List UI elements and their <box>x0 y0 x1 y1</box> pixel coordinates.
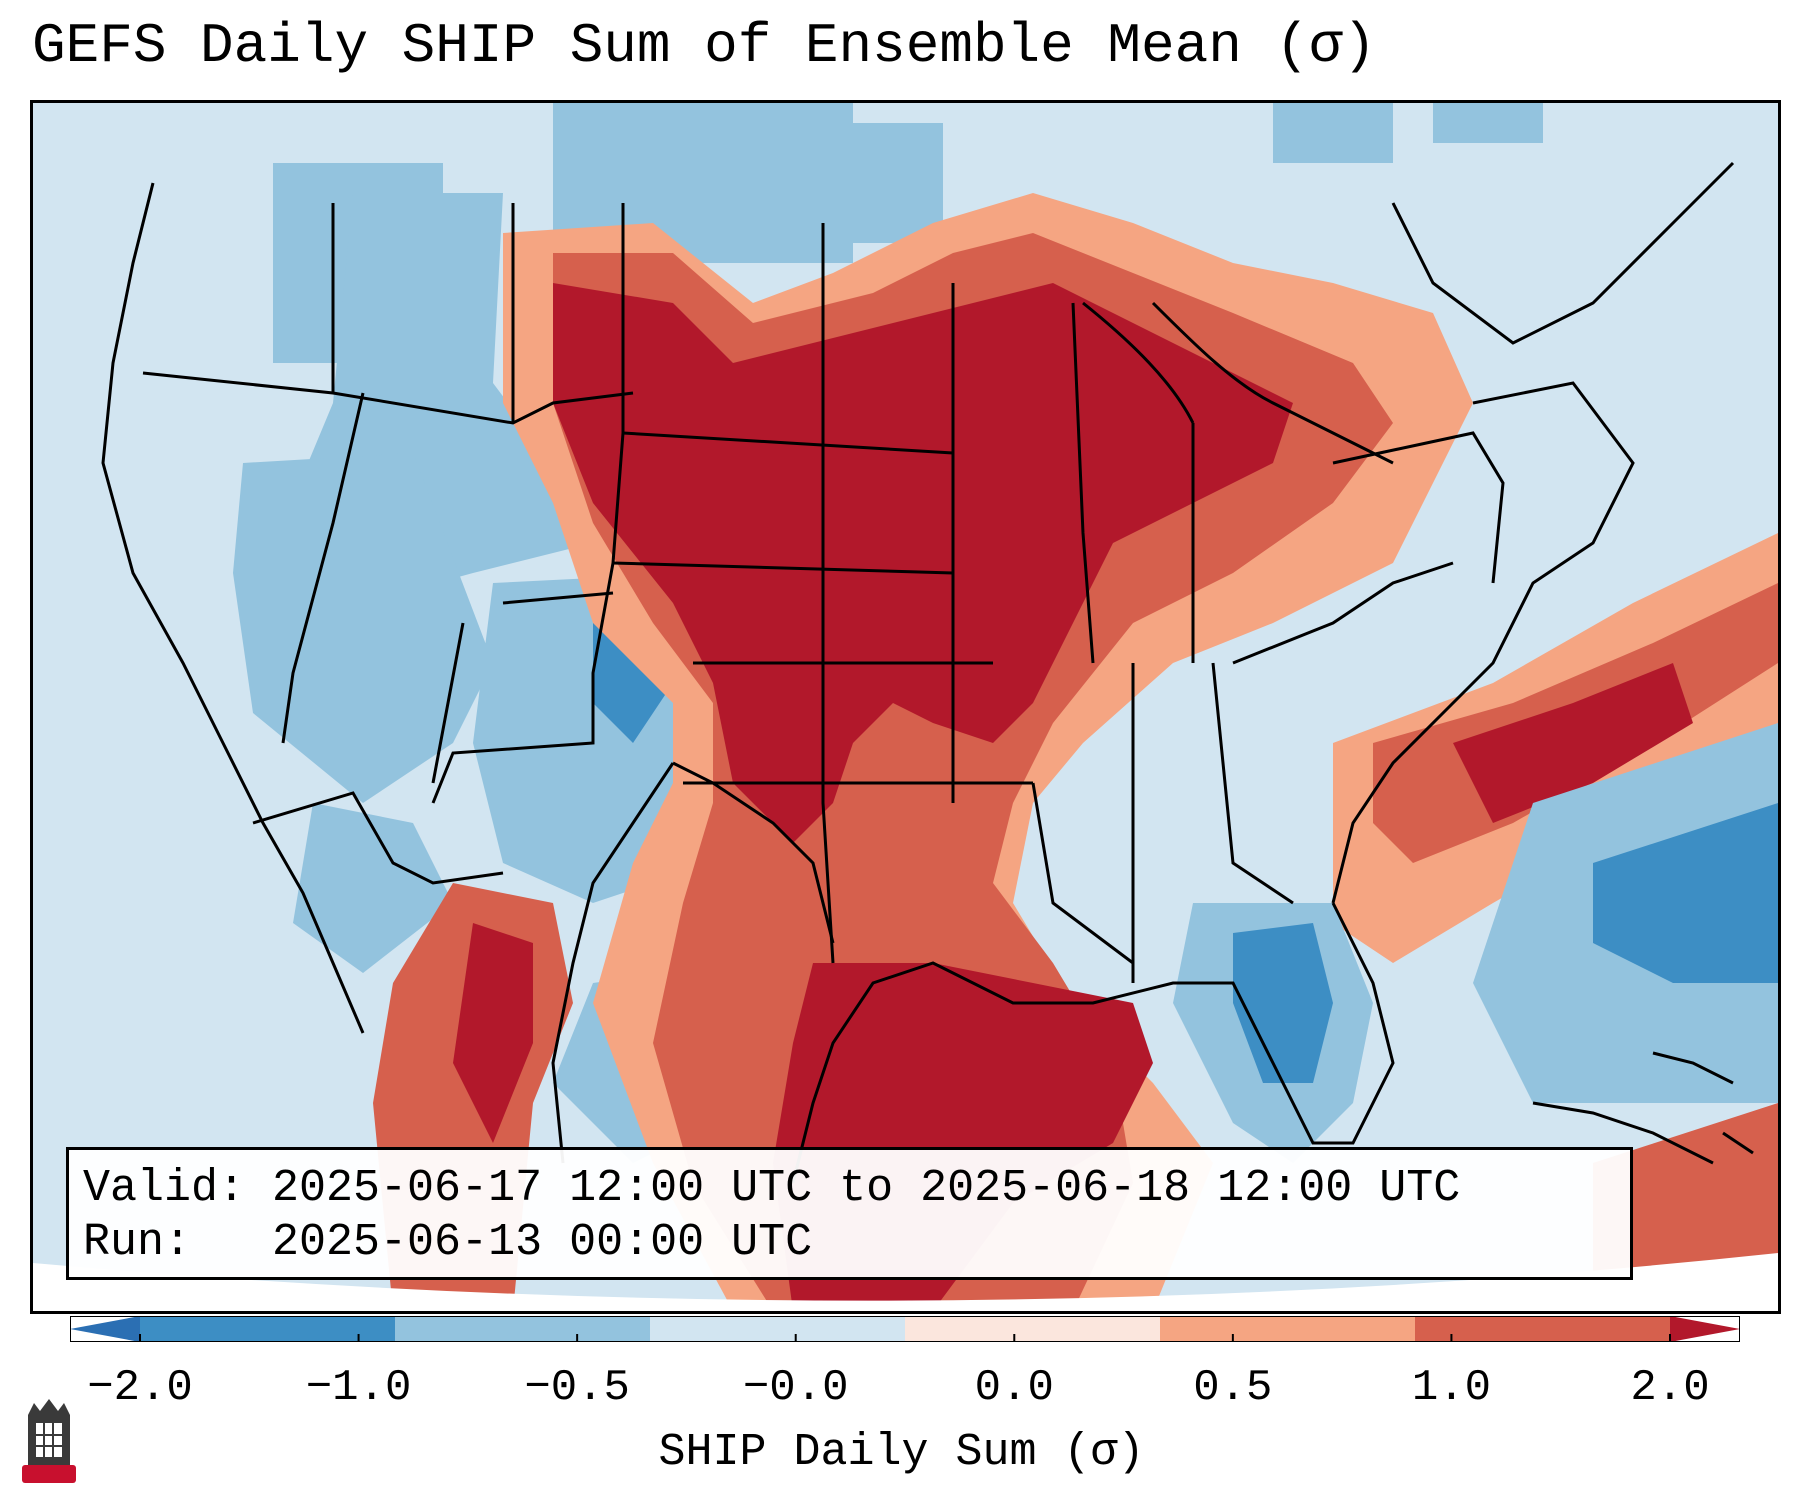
colorbar-tick-label: 0.5 <box>1193 1363 1273 1413</box>
colorbar-tick-label: −1.0 <box>305 1363 412 1413</box>
boundary-lines <box>101 161 1735 1184</box>
colorbar-tick-label: 2.0 <box>1630 1363 1710 1413</box>
colorbar-bin <box>650 1316 906 1342</box>
caribbean-islands <box>1532 1051 1754 1165</box>
map-title: GEFS Daily SHIP Sum of Ensemble Mean (σ) <box>32 14 1377 78</box>
colorbar-bin <box>1415 1316 1671 1342</box>
central-red-region <box>373 193 1473 1311</box>
colorbar-bin <box>395 1316 651 1342</box>
colorbar-ticks: −2.0 −1.0 −0.5 −0.0 0.0 0.5 1.0 2.0 <box>0 1366 1803 1426</box>
colorbar <box>70 1316 1740 1342</box>
atlantic-red-region <box>1333 533 1778 963</box>
colorbar-tick-label: −0.5 <box>524 1363 630 1413</box>
colorbar-bin <box>1160 1316 1416 1342</box>
colorbar-tick-label: 1.0 <box>1411 1363 1492 1413</box>
niu-logo-icon <box>22 1399 76 1483</box>
colorbar-label: SHIP Daily Sum (σ) <box>658 1427 1145 1478</box>
colorbar-extend-low <box>70 1316 140 1342</box>
canada-region <box>273 103 1543 363</box>
colorbar-bin <box>140 1316 396 1342</box>
valid-time-text: Valid: 2025-06-17 12:00 UTC to 2025-06-1… <box>83 1163 1461 1214</box>
colorbar-extend-high <box>1670 1316 1740 1342</box>
map-panel <box>30 100 1781 1314</box>
colorbar-tick-label: −2.0 <box>87 1363 193 1413</box>
no-data-area <box>33 1253 1778 1311</box>
colorbar-tick-label: 0.0 <box>974 1363 1054 1413</box>
validity-info-box: Valid: 2025-06-17 12:00 UTC to 2025-06-1… <box>66 1147 1633 1280</box>
ship-map <box>33 103 1778 1311</box>
colorbar-bin <box>905 1316 1161 1342</box>
colorbar-tick-label: −0.0 <box>742 1363 849 1413</box>
run-time-text: Run: 2025-06-13 00:00 UTC <box>83 1217 813 1268</box>
